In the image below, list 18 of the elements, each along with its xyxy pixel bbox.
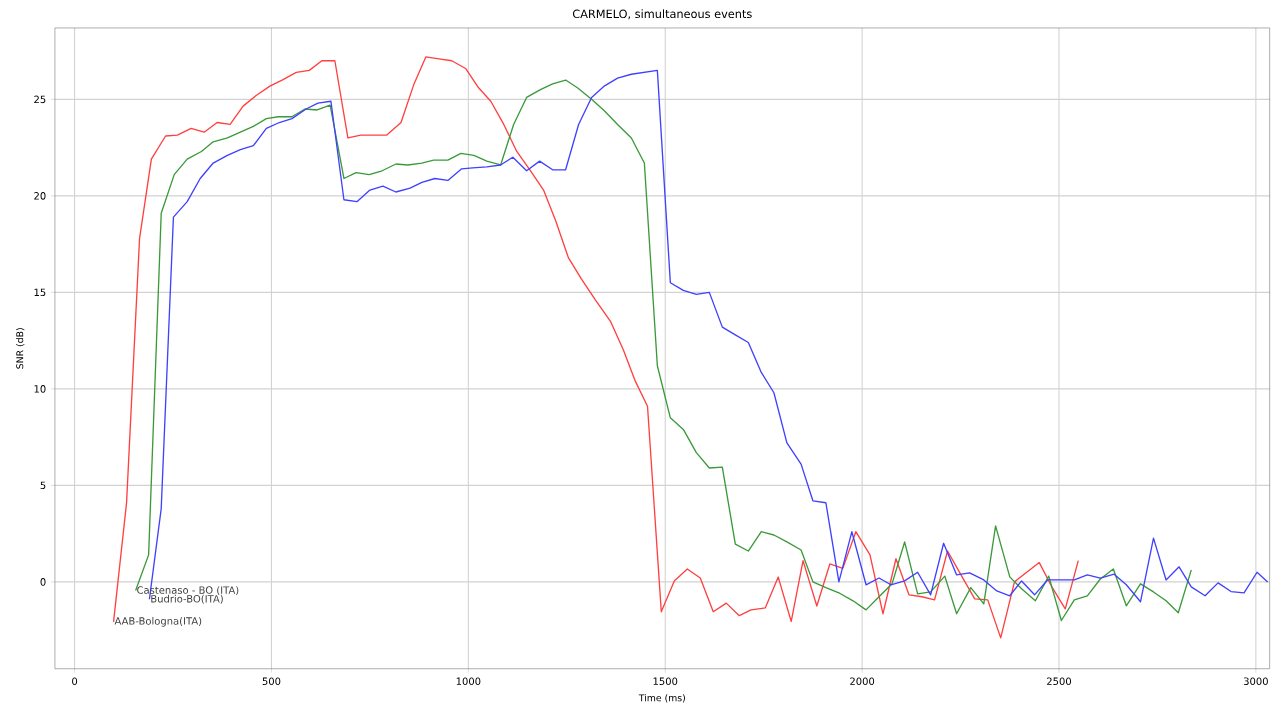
chart-title: CARMELO, simultaneous events [572,9,752,20]
y-tick-label: 0 [40,578,46,586]
y-axis-title: SNR (dB) [16,328,25,369]
x-tick-label: 1000 [456,677,481,686]
x-tick-label: 1500 [653,677,678,686]
series-label: AAB-Bologna(ITA) [114,617,202,627]
y-tick-label: 25 [34,95,46,104]
y-tick-label: 15 [34,288,46,297]
y-tick-label: 5 [40,481,46,490]
y-tick-label: 20 [34,192,46,200]
x-axis-title: Time (ms) [638,694,685,703]
x-tick-label: 3000 [1243,677,1268,686]
x-tick-label: 500 [262,677,281,686]
series-label: Budrio-BO(ITA) [151,594,223,604]
x-tick-label: 2000 [850,677,875,686]
x-tick-label: 0 [72,677,78,686]
x-tick-label: 2500 [1047,677,1072,686]
y-tick-label: 10 [34,385,46,393]
